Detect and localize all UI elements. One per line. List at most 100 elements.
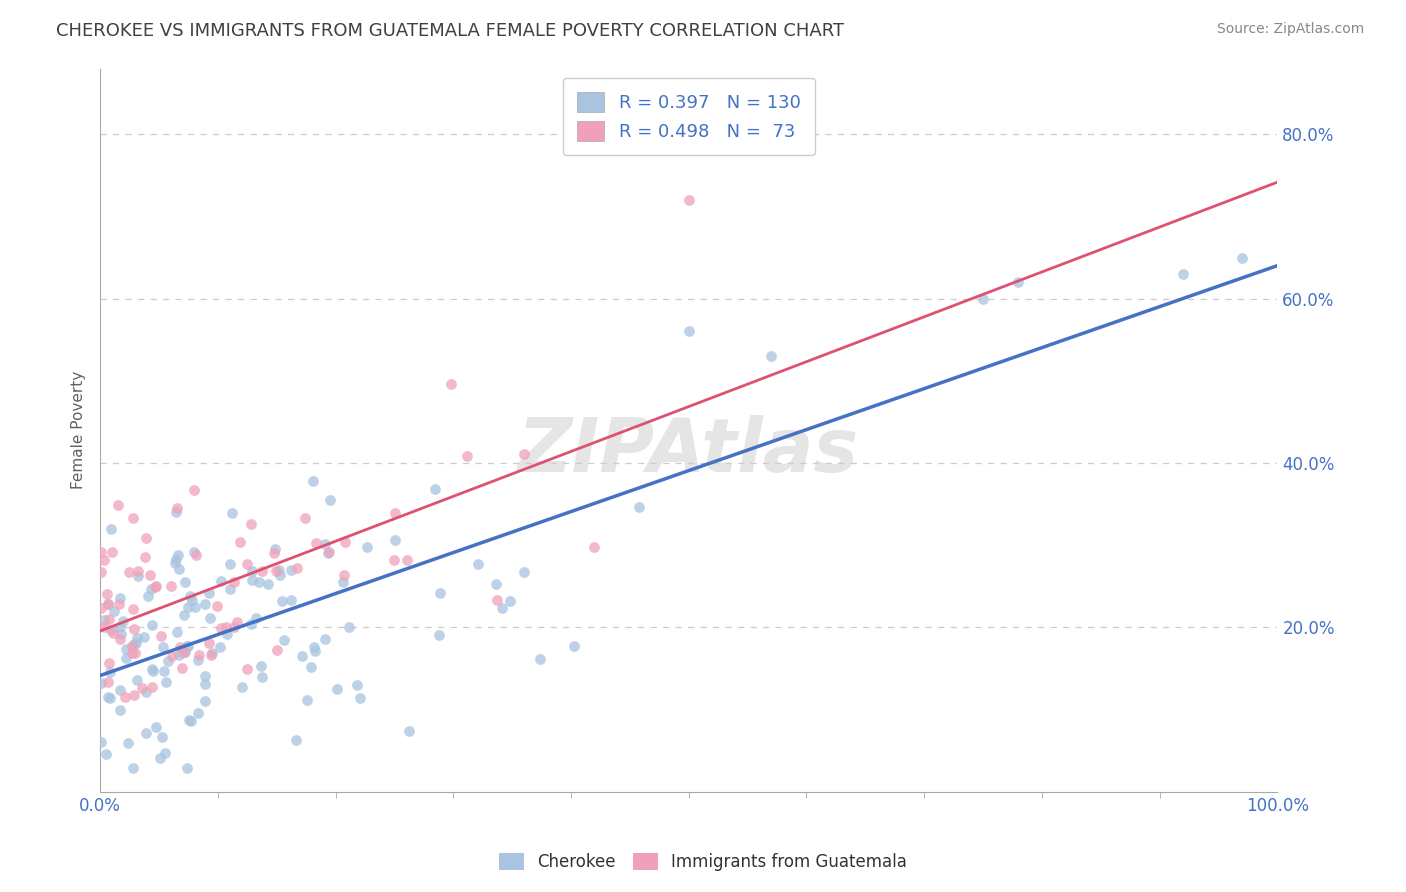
Point — [149, 751, 172, 765]
Point — [209, 574, 232, 589]
Point — [177, 639, 200, 653]
Legend: Cherokee, Immigrants from Guatemala: Cherokee, Immigrants from Guatemala — [491, 845, 915, 880]
Point — [114, 650, 136, 665]
Point — [174, 574, 197, 589]
Point — [218, 557, 240, 571]
Point — [150, 629, 173, 643]
Point — [173, 645, 195, 659]
Point — [103, 626, 125, 640]
Point — [240, 616, 263, 631]
Point — [349, 691, 371, 706]
Point — [145, 720, 167, 734]
Point — [291, 649, 314, 664]
Point — [250, 564, 273, 578]
Point — [512, 448, 534, 462]
Point — [423, 482, 446, 496]
Point — [194, 694, 217, 708]
Point — [166, 501, 188, 516]
Point — [215, 620, 238, 634]
Point — [165, 556, 187, 570]
Point — [93, 613, 115, 627]
Point — [562, 639, 585, 653]
Point — [280, 563, 302, 577]
Point — [267, 562, 290, 576]
Point — [583, 540, 606, 554]
Point — [122, 602, 145, 616]
Point — [97, 674, 120, 689]
Point — [98, 691, 121, 706]
Point — [127, 673, 149, 687]
Point — [225, 615, 247, 629]
Point — [141, 617, 163, 632]
Point — [122, 511, 145, 525]
Point — [240, 565, 263, 579]
Point — [229, 534, 252, 549]
Point — [177, 600, 200, 615]
Point — [180, 592, 202, 607]
Point — [165, 552, 187, 566]
Point — [486, 593, 509, 607]
Point — [1230, 251, 1253, 265]
Point — [304, 644, 326, 658]
Point — [285, 732, 308, 747]
Point — [299, 659, 322, 673]
Point — [295, 692, 318, 706]
Point — [167, 562, 190, 576]
Point — [384, 506, 406, 520]
Point — [127, 631, 149, 645]
Point — [305, 536, 328, 550]
Point — [264, 564, 287, 578]
Point — [96, 587, 118, 601]
Point — [484, 577, 506, 591]
Point — [440, 376, 463, 391]
Point — [337, 620, 360, 634]
Point — [107, 597, 129, 611]
Point — [98, 656, 121, 670]
Point — [240, 573, 263, 587]
Point — [628, 500, 651, 514]
Point — [1173, 267, 1195, 281]
Text: CHEROKEE VS IMMIGRANTS FROM GUATEMALA FEMALE POVERTY CORRELATION CHART: CHEROKEE VS IMMIGRANTS FROM GUATEMALA FE… — [56, 22, 845, 40]
Point — [302, 475, 325, 489]
Point — [134, 550, 156, 565]
Point — [678, 193, 700, 207]
Point — [678, 325, 700, 339]
Point — [122, 688, 145, 702]
Point — [209, 640, 232, 654]
Point — [93, 620, 115, 634]
Point — [90, 544, 112, 558]
Point — [127, 564, 149, 578]
Point — [429, 585, 451, 599]
Point — [176, 761, 198, 775]
Point — [143, 580, 166, 594]
Point — [188, 648, 211, 662]
Point — [110, 626, 132, 640]
Point — [499, 594, 522, 608]
Point — [326, 681, 349, 696]
Point — [103, 604, 125, 618]
Point — [314, 632, 336, 647]
Point — [257, 577, 280, 591]
Point — [117, 735, 139, 749]
Point — [294, 510, 316, 524]
Point — [90, 600, 112, 615]
Point — [333, 568, 356, 582]
Point — [346, 678, 368, 692]
Point — [316, 546, 339, 560]
Point — [236, 557, 259, 571]
Point — [491, 601, 513, 615]
Point — [156, 654, 179, 668]
Point — [142, 664, 165, 678]
Point — [121, 761, 143, 775]
Point — [247, 574, 270, 589]
Point — [287, 561, 309, 575]
Point — [529, 652, 551, 666]
Point — [169, 640, 191, 655]
Point — [139, 582, 162, 597]
Point — [176, 639, 198, 653]
Point — [302, 640, 325, 654]
Point — [198, 586, 221, 600]
Point — [333, 534, 356, 549]
Point — [165, 505, 187, 519]
Point — [139, 567, 162, 582]
